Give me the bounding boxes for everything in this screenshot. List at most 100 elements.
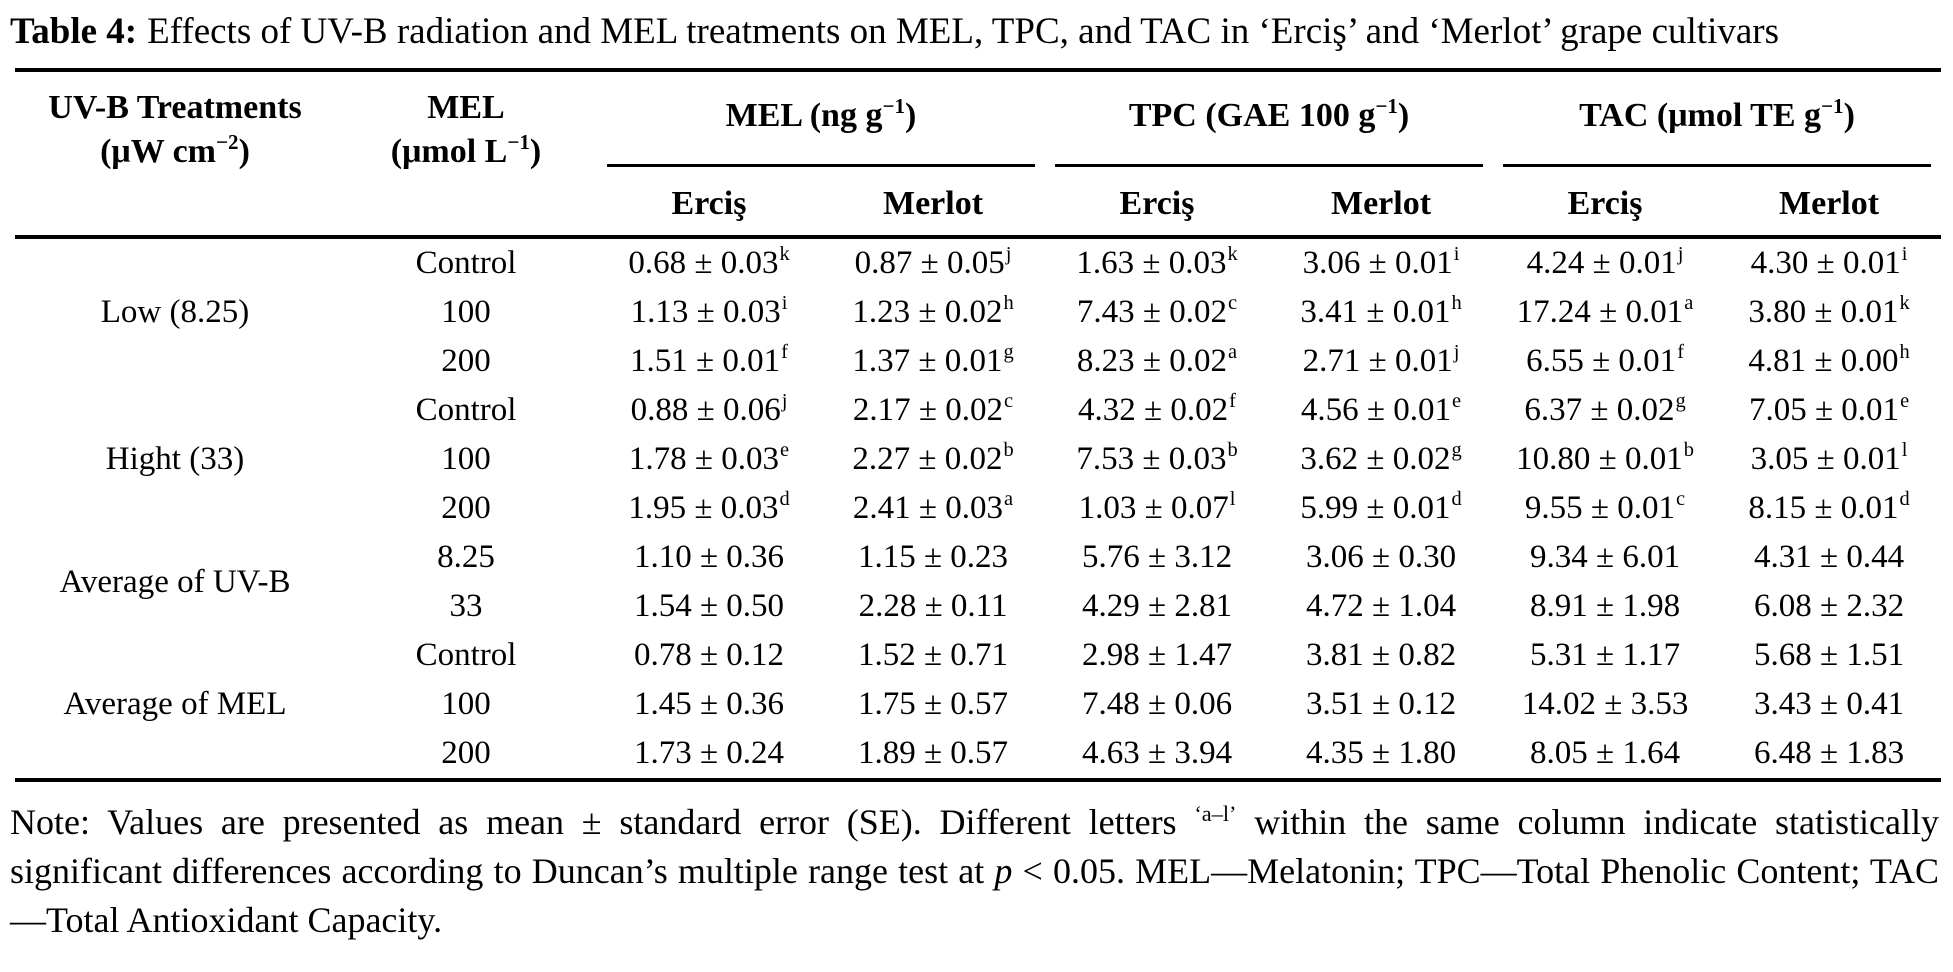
table-row: 200 1.95 ± 0.03d 2.41 ± 0.03a 1.03 ± 0.07l 5… — [15, 484, 1941, 533]
significance-letter: f — [1677, 341, 1684, 363]
value-cell: 3.80 ± 0.01k — [1717, 288, 1941, 337]
mean-se-value: 7.48 ± 0.06 — [1081, 686, 1233, 722]
value-cell: 9.34 ± 6.01 — [1493, 533, 1717, 582]
note-part3: < 0.05. MEL—Melatonin; TPC—Total Phenoli… — [10, 851, 1939, 940]
mean-se-value: 1.37 ± 0.01 — [852, 343, 1003, 379]
mean-se-value: 2.28 ± 0.11 — [858, 588, 1008, 624]
significance-letter: k — [1227, 243, 1238, 265]
table-caption: Table 4: Effects of UV-B radiation and ME… — [0, 0, 1953, 56]
mean-se-value: 8.15 ± 0.01 — [1748, 490, 1899, 526]
value-cell: 0.78 ± 0.12 — [597, 631, 821, 680]
significance-letter: g — [1451, 439, 1462, 461]
mean-se-value: 2.71 ± 0.01 — [1302, 343, 1453, 379]
mel-level-cell: 200 — [441, 490, 491, 526]
mean-se-value: 1.13 ± 0.03 — [630, 294, 781, 330]
group-header-tac: TAC (μmol TE g−1) — [1493, 70, 1941, 167]
value-cell: 10.80 ± 0.01b — [1493, 435, 1717, 484]
value-cell: 4.31 ± 0.44 — [1717, 533, 1941, 582]
mean-se-value: 1.52 ± 0.71 — [857, 637, 1009, 673]
note-part2: within the same column indicate statisti… — [10, 802, 1939, 891]
value-cell: 1.52 ± 0.71 — [821, 631, 1045, 680]
significance-letter: c — [1228, 292, 1238, 314]
mel-level-cell: 33 — [449, 588, 483, 624]
mean-se-value: 3.06 ± 0.01 — [1302, 245, 1453, 281]
table-row: 200 1.51 ± 0.01f 1.37 ± 0.01g 8.23 ± 0.02a 2… — [15, 337, 1941, 386]
value-cell: 1.54 ± 0.50 — [597, 582, 821, 631]
value-cell: 1.15 ± 0.23 — [821, 533, 1045, 582]
value-cell: 8.05 ± 1.64 — [1493, 729, 1717, 780]
mean-se-value: 6.55 ± 0.01 — [1526, 343, 1677, 379]
mean-se-value: 5.31 ± 1.17 — [1529, 637, 1681, 673]
value-cell: 6.55 ± 0.01f — [1493, 337, 1717, 386]
mean-se-value: 1.51 ± 0.01 — [630, 343, 781, 379]
significance-letter: k — [779, 243, 790, 265]
mean-se-value: 8.05 ± 1.64 — [1529, 735, 1681, 771]
mean-se-value: 3.41 ± 0.01 — [1300, 294, 1451, 330]
mean-se-value: 1.54 ± 0.50 — [633, 588, 785, 624]
significance-letter: h — [1003, 292, 1014, 314]
significance-letter: e — [1900, 390, 1910, 412]
value-cell: 4.30 ± 0.01i — [1717, 237, 1941, 288]
mel-level-cell: Control — [415, 392, 517, 428]
column-header-uvb-unit: (μW cm−2) — [100, 129, 250, 170]
value-cell: 0.68 ± 0.03k — [597, 237, 821, 288]
mean-se-value: 2.17 ± 0.02 — [852, 392, 1004, 428]
significance-letter: e — [1452, 390, 1462, 412]
value-cell: 3.81 ± 0.82 — [1269, 631, 1493, 680]
significance-letter: d — [779, 488, 790, 510]
value-cell: 9.55 ± 0.01c — [1493, 484, 1717, 533]
value-cell: 2.71 ± 0.01j — [1269, 337, 1493, 386]
value-cell: 2.27 ± 0.02b — [821, 435, 1045, 484]
mean-se-value: 4.24 ± 0.01 — [1526, 245, 1677, 281]
table-row: 100 1.13 ± 0.03i 1.23 ± 0.02h 7.43 ± 0.02c 3… — [15, 288, 1941, 337]
mean-se-value: 10.80 ± 0.01 — [1516, 441, 1683, 477]
value-cell: 5.99 ± 0.01d — [1269, 484, 1493, 533]
mel-level-cell: 100 — [441, 686, 491, 722]
significance-letter: f — [1229, 390, 1236, 412]
mel-level-cell: Control — [415, 245, 517, 281]
mean-se-value: 1.10 ± 0.36 — [633, 539, 785, 575]
mean-se-value: 1.03 ± 0.07 — [1078, 490, 1229, 526]
significance-letter: h — [1451, 292, 1462, 314]
value-cell: 4.81 ± 0.00h — [1717, 337, 1941, 386]
value-cell: 8.91 ± 1.98 — [1493, 582, 1717, 631]
note-part1: Note: Values are presented as mean ± sta… — [10, 802, 1195, 842]
mean-se-value: 1.75 ± 0.57 — [857, 686, 1009, 722]
subheader-mel-merlot: Merlot — [882, 185, 984, 222]
value-cell: 3.62 ± 0.02g — [1269, 435, 1493, 484]
header-row-cultivars: Erciş Merlot Erciş Merlot Erciş Merlot — [15, 167, 1941, 237]
mean-se-value: 3.43 ± 0.41 — [1753, 686, 1905, 722]
mean-se-value: 0.88 ± 0.06 — [630, 392, 781, 428]
value-cell: 8.23 ± 0.02a — [1045, 337, 1269, 386]
column-header-mel: MEL (μmol L−1) — [335, 70, 597, 237]
significance-letter: a — [1004, 488, 1014, 510]
significance-letter: a — [1684, 292, 1694, 314]
significance-letter: i — [781, 292, 788, 314]
value-cell: 1.78 ± 0.03e — [597, 435, 821, 484]
mean-se-value: 2.98 ± 1.47 — [1081, 637, 1233, 673]
table-body: Low (8.25) Control 0.68 ± 0.03k 0.87 ± 0.05… — [15, 237, 1941, 780]
value-cell: 3.43 ± 0.41 — [1717, 680, 1941, 729]
value-cell: 1.45 ± 0.36 — [597, 680, 821, 729]
significance-letter: g — [1003, 341, 1014, 363]
mean-se-value: 0.78 ± 0.12 — [633, 637, 785, 673]
value-cell: 7.48 ± 0.06 — [1045, 680, 1269, 729]
value-cell: 2.28 ± 0.11 — [821, 582, 1045, 631]
value-cell: 4.56 ± 0.01e — [1269, 386, 1493, 435]
mean-se-value: 3.81 ± 0.82 — [1305, 637, 1457, 673]
mean-se-value: 6.48 ± 1.83 — [1753, 735, 1905, 771]
significance-letter: j — [1677, 243, 1684, 265]
value-cell: 7.53 ± 0.03b — [1045, 435, 1269, 484]
mean-se-value: 4.31 ± 0.44 — [1753, 539, 1905, 575]
value-cell: 4.63 ± 3.94 — [1045, 729, 1269, 780]
significance-letter: c — [1676, 488, 1686, 510]
data-table: UV-B Treatments (μW cm−2) MEL (μmol L−1)… — [15, 68, 1942, 782]
row-group-label: Hight (33) — [105, 441, 245, 477]
value-cell: 1.10 ± 0.36 — [597, 533, 821, 582]
mean-se-value: 3.51 ± 0.12 — [1305, 686, 1457, 722]
value-cell: 3.51 ± 0.12 — [1269, 680, 1493, 729]
mel-level-cell: 100 — [441, 441, 491, 477]
mean-se-value: 1.45 ± 0.36 — [633, 686, 785, 722]
mean-se-value: 5.76 ± 3.12 — [1081, 539, 1233, 575]
